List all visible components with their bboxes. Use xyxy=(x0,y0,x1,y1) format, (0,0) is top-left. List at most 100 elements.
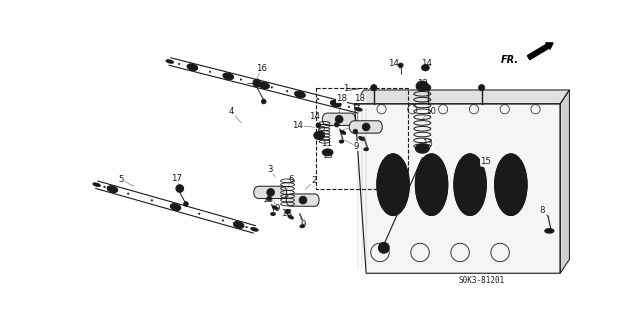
Polygon shape xyxy=(560,90,569,273)
Circle shape xyxy=(268,190,273,195)
Circle shape xyxy=(333,102,334,104)
Ellipse shape xyxy=(422,65,429,71)
Circle shape xyxy=(335,116,343,123)
Text: 9: 9 xyxy=(275,204,280,213)
Ellipse shape xyxy=(166,60,173,63)
Text: 9: 9 xyxy=(354,142,359,151)
Circle shape xyxy=(500,168,506,174)
Circle shape xyxy=(271,86,273,88)
Circle shape xyxy=(475,196,481,202)
Text: 18: 18 xyxy=(354,94,366,103)
Text: 18: 18 xyxy=(262,195,273,204)
Circle shape xyxy=(421,168,427,174)
Circle shape xyxy=(364,124,368,129)
Polygon shape xyxy=(254,186,287,198)
Text: 18: 18 xyxy=(336,94,347,103)
Circle shape xyxy=(475,168,481,174)
Circle shape xyxy=(267,196,271,201)
Text: 9: 9 xyxy=(350,124,355,133)
Text: S0K3-81201: S0K3-81201 xyxy=(459,276,505,284)
Ellipse shape xyxy=(300,225,304,228)
Text: 1: 1 xyxy=(343,84,348,93)
Circle shape xyxy=(225,75,226,76)
Ellipse shape xyxy=(93,183,101,187)
Circle shape xyxy=(362,123,370,131)
Text: 14: 14 xyxy=(387,59,399,68)
Polygon shape xyxy=(349,121,382,133)
Ellipse shape xyxy=(415,144,429,153)
Ellipse shape xyxy=(364,148,368,151)
Circle shape xyxy=(151,200,153,201)
Text: 18: 18 xyxy=(280,209,292,218)
Circle shape xyxy=(317,98,319,100)
Circle shape xyxy=(287,91,288,92)
Circle shape xyxy=(500,196,506,202)
Ellipse shape xyxy=(545,228,554,233)
Text: 5: 5 xyxy=(118,175,124,184)
Text: 15: 15 xyxy=(480,157,491,166)
Ellipse shape xyxy=(495,154,527,215)
Circle shape xyxy=(176,185,183,192)
Ellipse shape xyxy=(314,131,324,140)
Circle shape xyxy=(178,63,180,65)
Bar xyxy=(316,88,408,188)
Text: 14: 14 xyxy=(292,121,303,130)
Circle shape xyxy=(127,193,129,195)
Circle shape xyxy=(436,196,442,202)
Circle shape xyxy=(425,84,431,91)
Ellipse shape xyxy=(187,64,197,70)
Circle shape xyxy=(378,243,389,253)
Circle shape xyxy=(334,122,339,127)
Circle shape xyxy=(175,206,176,208)
Circle shape xyxy=(299,196,307,204)
Ellipse shape xyxy=(377,154,409,215)
Circle shape xyxy=(222,220,224,221)
Ellipse shape xyxy=(233,221,244,228)
Text: 14: 14 xyxy=(422,59,433,68)
Circle shape xyxy=(267,188,275,196)
Circle shape xyxy=(397,168,404,174)
Polygon shape xyxy=(355,90,569,104)
Ellipse shape xyxy=(340,130,346,134)
Circle shape xyxy=(515,168,522,174)
Circle shape xyxy=(199,213,200,214)
Circle shape xyxy=(253,79,261,87)
Ellipse shape xyxy=(331,100,341,107)
Ellipse shape xyxy=(170,204,181,210)
Ellipse shape xyxy=(322,149,333,156)
Ellipse shape xyxy=(288,215,294,219)
Circle shape xyxy=(459,196,466,202)
Ellipse shape xyxy=(339,140,344,143)
Text: 10: 10 xyxy=(424,107,436,116)
Circle shape xyxy=(423,65,427,70)
Circle shape xyxy=(104,186,105,188)
Circle shape xyxy=(301,198,305,203)
Ellipse shape xyxy=(259,82,269,89)
Circle shape xyxy=(316,123,320,128)
Text: 2: 2 xyxy=(311,176,317,185)
Polygon shape xyxy=(286,194,319,206)
Text: 6: 6 xyxy=(288,175,294,184)
Circle shape xyxy=(246,226,247,228)
Text: 7: 7 xyxy=(379,246,384,255)
Circle shape xyxy=(421,196,427,202)
Text: 11: 11 xyxy=(320,139,332,148)
Ellipse shape xyxy=(107,186,118,192)
Ellipse shape xyxy=(295,91,305,98)
Circle shape xyxy=(371,84,377,91)
Circle shape xyxy=(183,202,189,206)
Ellipse shape xyxy=(223,73,234,80)
Text: 17: 17 xyxy=(171,174,182,183)
Circle shape xyxy=(285,209,290,214)
Circle shape xyxy=(302,94,303,96)
Polygon shape xyxy=(355,104,560,273)
Polygon shape xyxy=(322,113,355,125)
Circle shape xyxy=(399,63,403,68)
Circle shape xyxy=(348,106,350,108)
Text: 12: 12 xyxy=(315,125,326,134)
Text: FR.: FR. xyxy=(501,55,519,65)
Circle shape xyxy=(240,79,241,80)
Ellipse shape xyxy=(415,154,448,215)
Text: 3: 3 xyxy=(268,165,273,174)
Circle shape xyxy=(353,129,357,134)
